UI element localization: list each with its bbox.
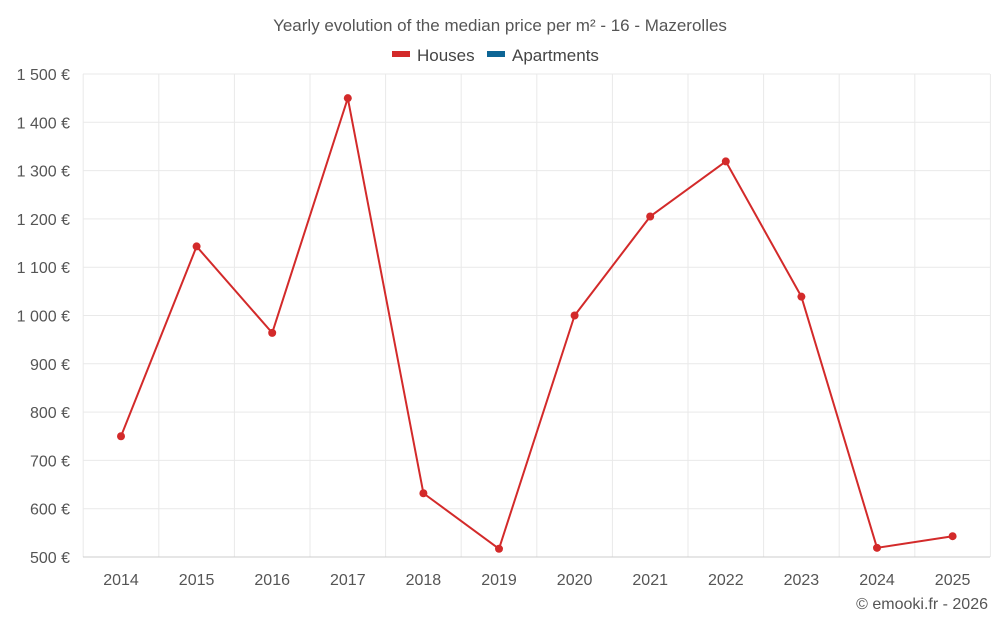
x-tick-label: 2021: [632, 572, 668, 589]
data-point-houses-2025[interactable]: [948, 532, 957, 541]
data-point-houses-2019[interactable]: [495, 544, 503, 553]
chart-title: Yearly evolution of the median price per…: [273, 16, 727, 35]
y-tick-label: 1 400 €: [17, 115, 70, 132]
data-point-houses-2022[interactable]: [721, 157, 730, 166]
y-axis-labels: 500 € 600 € 700 € 800 € 900 € 1 000 € 1 100 € 1…: [17, 67, 70, 567]
series-line-houses: [120, 97, 954, 550]
data-point-houses-2018[interactable]: [419, 489, 428, 498]
series-points: [117, 94, 957, 553]
y-tick-label: 1 100 €: [17, 260, 70, 277]
y-tick-label: 600 €: [30, 502, 70, 519]
y-tick-label: 1 200 €: [17, 212, 70, 229]
legend-swatch-houses: [392, 51, 410, 57]
legend: Houses Apartments: [392, 46, 599, 65]
data-point-houses-2023[interactable]: [797, 292, 806, 301]
data-point-houses-2014[interactable]: [117, 432, 125, 441]
data-point-houses-2020[interactable]: [570, 311, 579, 320]
y-tick-label: 800 €: [30, 405, 70, 422]
y-tick-label: 900 €: [30, 357, 70, 374]
legend-label-houses[interactable]: Houses: [417, 46, 475, 65]
x-tick-label: 2017: [330, 572, 366, 589]
y-tick-label: 1 300 €: [17, 164, 70, 181]
data-point-houses-2017[interactable]: [343, 94, 352, 103]
data-point-houses-2021[interactable]: [646, 212, 655, 221]
x-axis-labels: 2014 2015 2016 2017 2018 2019 2020 2021 2022 2023…: [103, 572, 970, 589]
x-tick-label: 2015: [179, 572, 215, 589]
y-tick-label: 500 €: [30, 550, 70, 567]
x-tick-label: 2025: [935, 572, 971, 589]
x-tick-label: 2014: [103, 572, 139, 589]
credit-text: © emooki.fr - 2026: [856, 596, 988, 613]
data-point-houses-2015[interactable]: [192, 242, 201, 251]
data-point-houses-2016[interactable]: [268, 328, 277, 337]
x-tick-label: 2023: [784, 572, 820, 589]
y-tick-label: 1 000 €: [17, 309, 70, 326]
data-point-houses-2024[interactable]: [873, 543, 881, 552]
legend-swatch-apartments: [487, 51, 505, 57]
legend-label-apartments[interactable]: Apartments: [512, 46, 599, 65]
y-tick-label: 1 500 €: [17, 67, 70, 84]
x-tick-label: 2019: [481, 572, 517, 589]
x-tick-label: 2024: [859, 572, 895, 589]
x-tick-label: 2016: [254, 572, 290, 589]
x-tick-label: 2020: [557, 572, 593, 589]
y-tick-label: 700 €: [30, 453, 70, 470]
x-tick-label: 2022: [708, 572, 744, 589]
x-tick-label: 2018: [406, 572, 442, 589]
series-lines: [120, 97, 954, 550]
